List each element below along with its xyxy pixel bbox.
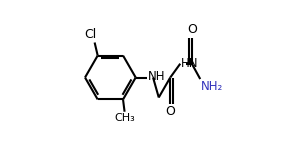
- Text: Cl: Cl: [84, 28, 96, 41]
- Text: NH₂: NH₂: [201, 80, 223, 93]
- Text: NH: NH: [148, 70, 165, 83]
- Text: O: O: [187, 23, 197, 36]
- Text: CH₃: CH₃: [114, 113, 135, 123]
- Text: HN: HN: [181, 57, 198, 70]
- Text: O: O: [165, 105, 175, 118]
